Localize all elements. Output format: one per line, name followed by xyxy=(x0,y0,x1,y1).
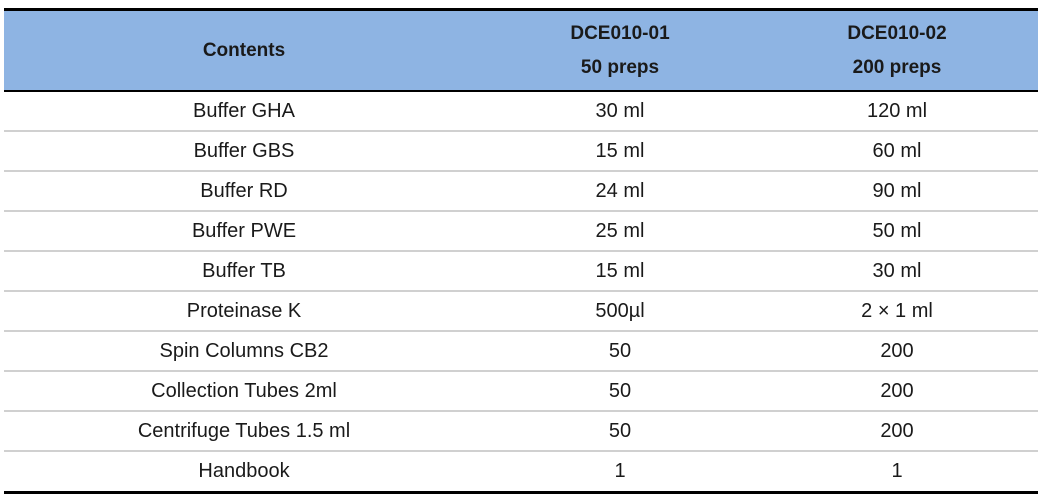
header-contents: Contents xyxy=(4,8,484,92)
row-item: Buffer PWE xyxy=(4,211,484,252)
table-row: Buffer PWE 25 ml 50 ml xyxy=(4,211,1038,252)
row-value-dce010-02: 50 ml xyxy=(756,211,1038,252)
table-row: Proteinase K 500µl 2 × 1 ml xyxy=(4,291,1038,332)
row-value-dce010-01: 1 xyxy=(484,451,756,494)
table-row: Spin Columns CB2 50 200 xyxy=(4,331,1038,372)
table-row: Handbook 1 1 xyxy=(4,451,1038,494)
row-value-dce010-02: 30 ml xyxy=(756,251,1038,292)
row-item: Centrifuge Tubes 1.5 ml xyxy=(4,411,484,452)
row-value-dce010-01: 25 ml xyxy=(484,211,756,252)
table-row: Buffer TB 15 ml 30 ml xyxy=(4,251,1038,292)
row-value-dce010-02: 200 xyxy=(756,371,1038,412)
row-value-dce010-01: 15 ml xyxy=(484,131,756,172)
row-item: Proteinase K xyxy=(4,291,484,332)
table-row: Centrifuge Tubes 1.5 ml 50 200 xyxy=(4,411,1038,452)
header-dce010-02: DCE010-02 200 preps xyxy=(756,8,1038,92)
row-item: Buffer GHA xyxy=(4,91,484,132)
table-header: Contents DCE010-01 50 preps DCE010-02 20… xyxy=(4,8,1038,92)
row-value-dce010-02: 200 xyxy=(756,411,1038,452)
header-col2-code: DCE010-02 xyxy=(847,22,947,44)
table-row: Buffer GHA 30 ml 120 ml xyxy=(4,91,1038,132)
row-item: Buffer GBS xyxy=(4,131,484,172)
row-item: Collection Tubes 2ml xyxy=(4,371,484,412)
row-value-dce010-02: 90 ml xyxy=(756,171,1038,212)
row-item: Buffer TB xyxy=(4,251,484,292)
kit-contents-table: Contents DCE010-01 50 preps DCE010-02 20… xyxy=(4,8,1038,494)
table-row: Buffer RD 24 ml 90 ml xyxy=(4,171,1038,212)
row-item: Handbook xyxy=(4,451,484,494)
row-value-dce010-01: 24 ml xyxy=(484,171,756,212)
row-value-dce010-01: 30 ml xyxy=(484,91,756,132)
row-value-dce010-02: 200 xyxy=(756,331,1038,372)
row-item: Spin Columns CB2 xyxy=(4,331,484,372)
table-row: Collection Tubes 2ml 50 200 xyxy=(4,371,1038,412)
row-value-dce010-01: 50 xyxy=(484,331,756,372)
header-row: Contents DCE010-01 50 preps DCE010-02 20… xyxy=(4,8,1038,92)
header-col1-code: DCE010-01 xyxy=(570,22,670,44)
row-value-dce010-01: 500µl xyxy=(484,291,756,332)
header-col2-preps: 200 preps xyxy=(852,56,942,78)
kit-contents-table-wrapper: Contents DCE010-01 50 preps DCE010-02 20… xyxy=(4,8,1038,494)
row-value-dce010-01: 50 xyxy=(484,371,756,412)
row-value-dce010-01: 15 ml xyxy=(484,251,756,292)
header-col1-preps: 50 preps xyxy=(580,56,660,78)
header-dce010-01: DCE010-01 50 preps xyxy=(484,8,756,92)
row-value-dce010-02: 60 ml xyxy=(756,131,1038,172)
header-contents-label: Contents xyxy=(202,39,286,61)
table-body: Buffer GHA 30 ml 120 ml Buffer GBS 15 ml… xyxy=(4,91,1038,494)
row-item: Buffer RD xyxy=(4,171,484,212)
row-value-dce010-02: 2 × 1 ml xyxy=(756,291,1038,332)
table-row: Buffer GBS 15 ml 60 ml xyxy=(4,131,1038,172)
row-value-dce010-01: 50 xyxy=(484,411,756,452)
row-value-dce010-02: 1 xyxy=(756,451,1038,494)
row-value-dce010-02: 120 ml xyxy=(756,91,1038,132)
